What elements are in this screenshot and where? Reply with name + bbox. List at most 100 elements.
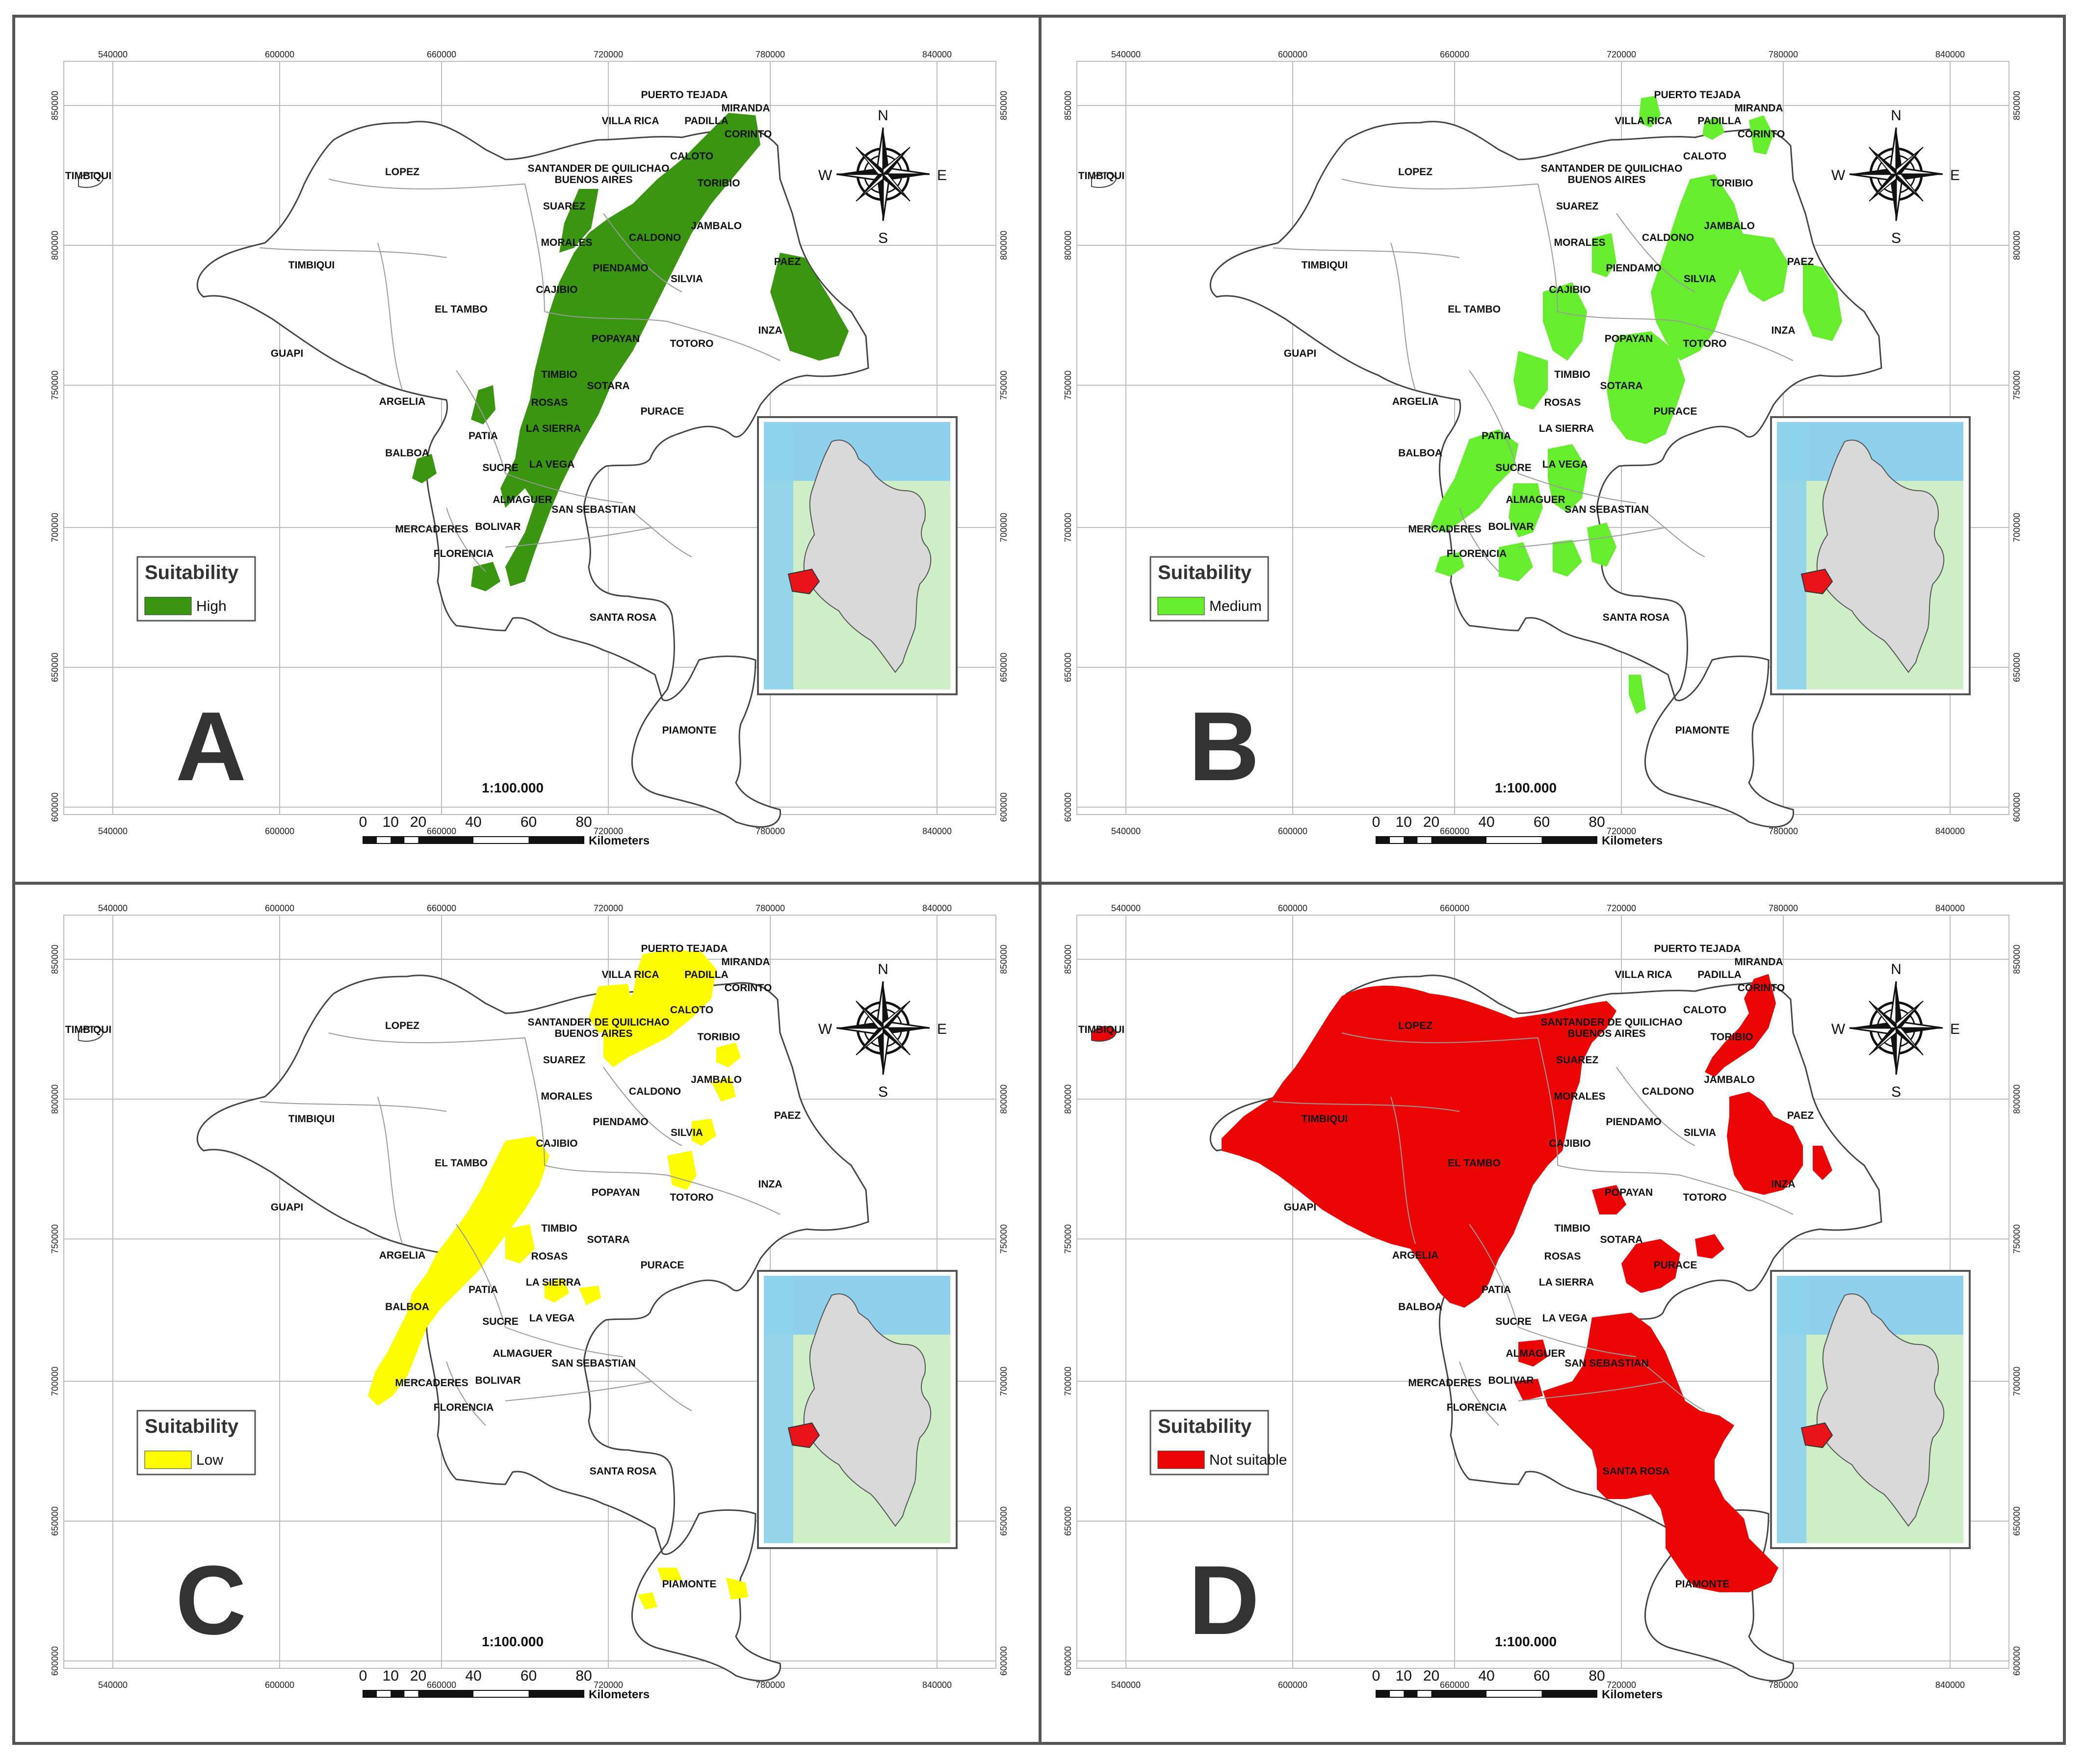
y-tick-left: 800000 xyxy=(1063,231,1073,260)
legend-swatch xyxy=(144,597,192,615)
compass-w: W xyxy=(1831,167,1846,184)
suitability-zone xyxy=(1553,540,1582,577)
scale-ratio: 1:100.000 xyxy=(482,780,544,795)
place-label: SILVIA xyxy=(671,1127,703,1138)
y-tick-left: 850000 xyxy=(1063,91,1073,120)
inset-locator-map xyxy=(757,416,958,695)
place-label: PURACE xyxy=(641,406,684,417)
place-label: PADILLA xyxy=(1697,969,1741,980)
scale-tick: 60 xyxy=(521,1668,537,1684)
scale-unit: Kilometers xyxy=(1602,834,1663,847)
municipal-boundaries xyxy=(260,179,781,572)
y-tick-right: 850000 xyxy=(999,945,1009,974)
place-label: CAJIBIO xyxy=(1549,284,1590,295)
suitability-zone xyxy=(368,1136,549,1406)
place-label: PAEZ xyxy=(1787,1110,1814,1121)
suitability-zone xyxy=(1702,118,1724,140)
x-tick-top: 780000 xyxy=(1769,903,1798,913)
place-label: CAJIBIO xyxy=(1549,1138,1590,1149)
y-tick-left: 750000 xyxy=(1063,370,1073,400)
compass-s: S xyxy=(1891,230,1901,246)
scale-unit: Kilometers xyxy=(589,1688,650,1701)
place-label: SOTARA xyxy=(1600,1234,1642,1245)
place-label: LA VEGA xyxy=(1542,1313,1588,1324)
suitability-zones xyxy=(412,113,849,591)
place-label: PAEZ xyxy=(1787,256,1814,267)
suitability-zone xyxy=(1518,1340,1548,1367)
legend-title: Suitability xyxy=(1158,562,1252,583)
place-label: SUAREZ xyxy=(543,1054,586,1066)
x-tick-top: 840000 xyxy=(1935,50,1965,59)
x-tick-bottom: 720000 xyxy=(594,826,623,836)
suitability-zone xyxy=(1621,1239,1680,1293)
scale-tick: 40 xyxy=(465,814,481,830)
place-label: TIMBIQUI xyxy=(65,170,112,182)
place-label: CORINTO xyxy=(1738,982,1785,994)
suitability-zone xyxy=(500,113,760,586)
y-tick-right: 850000 xyxy=(999,91,1009,120)
place-label: MIRANDA xyxy=(721,103,770,114)
x-tick-top: 720000 xyxy=(1607,903,1636,913)
x-tick-bottom: 600000 xyxy=(1278,826,1307,836)
place-label: JAMBALO xyxy=(1704,1074,1755,1085)
gorgona-island xyxy=(1091,172,1117,188)
x-tick-bottom: 600000 xyxy=(1278,1680,1307,1690)
scale-tick: 60 xyxy=(1534,1668,1550,1684)
legend-label: Medium xyxy=(1209,598,1262,614)
scale-tick: 20 xyxy=(410,1668,426,1684)
place-label: ARGELIA xyxy=(1392,396,1439,407)
place-label: BUENOS AIRES xyxy=(554,1028,632,1039)
place-label: BUENOS AIRES xyxy=(1567,174,1645,185)
suitability-zone xyxy=(1813,1146,1832,1180)
place-label: JAMBALO xyxy=(1704,220,1755,232)
scale-tick: 20 xyxy=(1423,1668,1439,1684)
suitability-zone xyxy=(559,189,599,253)
suitability-zone xyxy=(638,1592,657,1609)
x-tick-top: 600000 xyxy=(265,903,294,913)
place-label: LA SIERRA xyxy=(526,1277,581,1288)
y-tick-left: 700000 xyxy=(1063,513,1073,542)
suitability-zone xyxy=(1543,282,1587,361)
y-tick-right: 700000 xyxy=(999,513,1009,542)
y-tick-left: 700000 xyxy=(1063,1367,1073,1396)
x-tick-top: 780000 xyxy=(756,50,785,59)
place-label: GUAPI xyxy=(271,1202,304,1213)
x-tick-top: 660000 xyxy=(1440,903,1469,913)
place-label: ROSAS xyxy=(1544,1251,1581,1262)
x-tick-bottom: 540000 xyxy=(98,1680,128,1690)
scale-tick: 10 xyxy=(1396,814,1412,830)
suitability-zone xyxy=(667,1151,697,1190)
place-label: ROSAS xyxy=(1544,397,1581,408)
scale-tick: 40 xyxy=(1478,1668,1494,1684)
scale-tick: 0 xyxy=(1372,814,1381,830)
place-label: MORALES xyxy=(541,237,593,248)
legend-label: Low xyxy=(196,1452,223,1468)
place-label: POPAYAN xyxy=(592,1187,640,1198)
place-label: PURACE xyxy=(641,1260,684,1271)
compass-w: W xyxy=(1831,1021,1846,1037)
suitability-zone xyxy=(1509,483,1543,537)
suitability-zone xyxy=(545,1278,569,1303)
inset-locator-map xyxy=(757,1270,958,1549)
place-label: INZA xyxy=(1772,1179,1796,1190)
place-label: PAEZ xyxy=(774,256,801,267)
suitability-zone xyxy=(711,1077,736,1102)
x-tick-top: 540000 xyxy=(98,50,128,59)
suitability-zone xyxy=(1592,233,1616,277)
map-panel-b: 540000 540000 600000 600000 660000 660000 7200… xyxy=(1063,50,2022,847)
suitability-zones xyxy=(368,949,748,1609)
y-tick-left: 700000 xyxy=(50,1367,60,1396)
scale-tick: 20 xyxy=(1423,814,1439,830)
place-label: PATIA xyxy=(469,430,498,442)
suitability-zone xyxy=(1705,974,1776,1077)
place-label: INZA xyxy=(758,325,782,336)
x-tick-bottom: 540000 xyxy=(1111,826,1141,836)
place-label: TOTORO xyxy=(670,338,713,349)
suitability-zone xyxy=(1592,1185,1626,1214)
place-label: CALDONO xyxy=(629,232,681,243)
y-tick-left: 750000 xyxy=(50,370,60,400)
place-label: LA SIERRA xyxy=(526,423,581,434)
place-label: PIAMONTE xyxy=(662,1579,717,1590)
place-label: ALMAGUER xyxy=(493,494,552,505)
x-tick-top: 540000 xyxy=(98,903,128,913)
